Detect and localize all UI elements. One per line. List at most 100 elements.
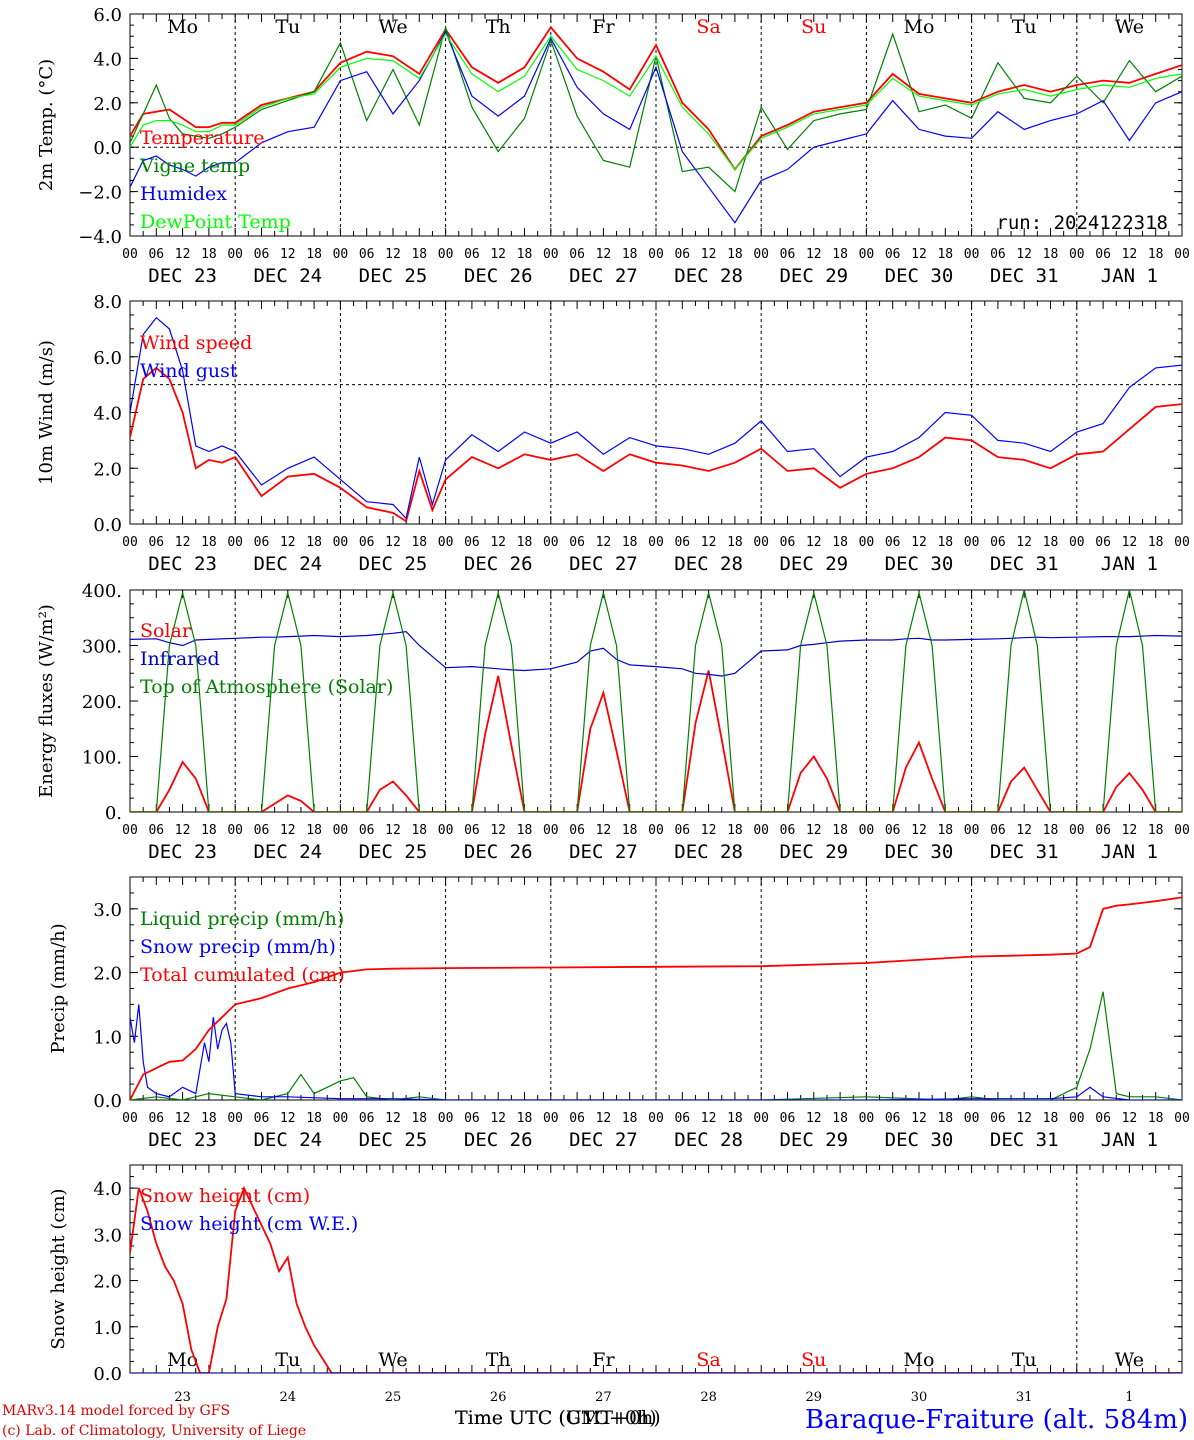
- x-tick-label: 00: [122, 247, 138, 262]
- x-tick-label: 00: [1174, 823, 1190, 838]
- weekday-label: Tu: [1012, 1349, 1037, 1371]
- x-tick-label: 18: [832, 535, 848, 550]
- y-tick-label: 8.0: [93, 292, 122, 313]
- x-tick-label: 00: [333, 535, 349, 550]
- weekday-label: Su: [801, 16, 826, 38]
- day-number-label: 25: [385, 1390, 402, 1405]
- weekday-label: Mo: [904, 1349, 935, 1371]
- series-line: [130, 1185, 1182, 1373]
- panel-1: 6.0 4.0 2.0 0.0 −2.0 −4.0 2m Temp. (°C) 00 06 12 1…: [36, 5, 1190, 287]
- x-tick-label: 12: [385, 823, 401, 838]
- date-label: DEC 25: [359, 841, 428, 863]
- x-tick-label: 18: [832, 823, 848, 838]
- x-tick-label: 12: [175, 535, 191, 550]
- x-tick-label: 06: [674, 1111, 690, 1126]
- panel-4: 3.0 2.0 1.0 0.0 Precip (mm/h) 00 06 12 18 00 06 12 1…: [48, 876, 1190, 1151]
- x-tick-label: 06: [464, 1111, 480, 1126]
- y-tick-label: −2.0: [78, 183, 122, 204]
- date-label: JAN 1: [1101, 265, 1158, 287]
- x-tick-label: 12: [1122, 247, 1138, 262]
- date-label: DEC 26: [464, 841, 533, 863]
- day-number-label: 26: [490, 1390, 507, 1405]
- x-tick-label: 18: [1148, 535, 1164, 550]
- date-label: DEC 30: [885, 841, 954, 863]
- day-number-label: 30: [911, 1390, 928, 1405]
- x-tick-label: 06: [1095, 1111, 1111, 1126]
- y-tick-label: 0.: [105, 803, 122, 824]
- x-tick-label: 06: [990, 823, 1006, 838]
- weekday-label: Sa: [696, 1349, 720, 1371]
- legend-entry: Wind gust: [140, 360, 238, 382]
- legend-entry: Snow height (cm W.E.): [140, 1213, 358, 1235]
- x-tick-label: 18: [411, 247, 427, 262]
- y-tick-label: 2.0: [93, 964, 122, 985]
- series-line: [130, 316, 1182, 520]
- date-label: DEC 29: [779, 1129, 848, 1151]
- x-tick-label: 06: [148, 1111, 164, 1126]
- x-tick-label: 00: [543, 823, 559, 838]
- x-tick-label: 06: [464, 535, 480, 550]
- x-tick-label: 00: [753, 535, 769, 550]
- x-tick-label: 12: [280, 535, 296, 550]
- x-tick-label: 12: [1122, 1111, 1138, 1126]
- x-tick-label: 12: [806, 823, 822, 838]
- x-tick-label: 00: [648, 247, 664, 262]
- credit-line-2: (c) Lab. of Climatology, University of L…: [2, 1423, 306, 1439]
- x-tick-label: 18: [937, 535, 953, 550]
- x-tick-label: 00: [438, 247, 454, 262]
- x-tick-label: 06: [359, 535, 375, 550]
- x-tick-label: 12: [175, 1111, 191, 1126]
- x-tick-label: 12: [701, 823, 717, 838]
- x-tick-label: 00: [1069, 823, 1085, 838]
- series-line: [130, 590, 1182, 812]
- y-tick-label: 100.: [82, 748, 122, 769]
- x-tick-label: 18: [411, 535, 427, 550]
- x-tick-label: 06: [990, 535, 1006, 550]
- weekday-label: Sa: [696, 16, 720, 38]
- x-tick-label: 12: [806, 1111, 822, 1126]
- x-tick-label: 00: [122, 535, 138, 550]
- x-tick-label: 06: [148, 247, 164, 262]
- x-tick-label: 00: [438, 1111, 454, 1126]
- x-tick-label: 18: [727, 823, 743, 838]
- date-label: DEC 28: [674, 553, 743, 575]
- x-tick-label: 00: [648, 823, 664, 838]
- y-axis-label: Precip (mm/h): [48, 923, 69, 1053]
- panel-2: 8.0 6.0 4.0 2.0 0.0 10m Wind (m/s) 00 06 12 18 00 0…: [36, 292, 1190, 575]
- x-tick-label: 12: [596, 1111, 612, 1126]
- x-tick-label: 00: [543, 1111, 559, 1126]
- x-tick-label: 00: [753, 1111, 769, 1126]
- x-tick-label: 00: [333, 823, 349, 838]
- x-axis-label-b: Time UTC (GMT+0h): [455, 1407, 661, 1429]
- x-tick-label: 18: [832, 247, 848, 262]
- plot-frame: [129, 300, 1183, 525]
- x-tick-label: 12: [806, 535, 822, 550]
- x-tick-label: 12: [1016, 535, 1032, 550]
- x-tick-label: 12: [911, 823, 927, 838]
- x-tick-label: 06: [569, 1111, 585, 1126]
- date-label: DEC 23: [148, 841, 217, 863]
- series-line: [130, 25, 1182, 193]
- weekday-label: Tu: [275, 16, 300, 38]
- x-tick-label: 00: [227, 247, 243, 262]
- date-label: DEC 26: [464, 553, 533, 575]
- x-tick-label: 18: [1043, 247, 1059, 262]
- x-tick-label: 06: [1095, 823, 1111, 838]
- x-tick-label: 06: [254, 535, 270, 550]
- x-tick-label: 12: [701, 247, 717, 262]
- weekday-label: Su: [801, 1349, 826, 1371]
- legend-entry: Solar: [140, 620, 192, 642]
- panel-3: 400. 300. 200. 100. 0. Energy fluxes (W/m²) 00…: [36, 581, 1190, 863]
- weekday-label: Fr: [592, 16, 615, 38]
- y-tick-label: 0.0: [93, 1091, 122, 1112]
- date-label: DEC 29: [779, 841, 848, 863]
- date-label: DEC 23: [148, 265, 217, 287]
- y-tick-label: 2.0: [93, 1272, 122, 1293]
- legend-entry: Snow precip (mm/h): [140, 936, 336, 958]
- x-tick-label: 12: [1016, 823, 1032, 838]
- x-tick-label: 06: [990, 1111, 1006, 1126]
- x-tick-label: 00: [543, 247, 559, 262]
- x-tick-label: 06: [885, 1111, 901, 1126]
- x-tick-label: 18: [1148, 823, 1164, 838]
- y-tick-label: 6.0: [93, 5, 122, 26]
